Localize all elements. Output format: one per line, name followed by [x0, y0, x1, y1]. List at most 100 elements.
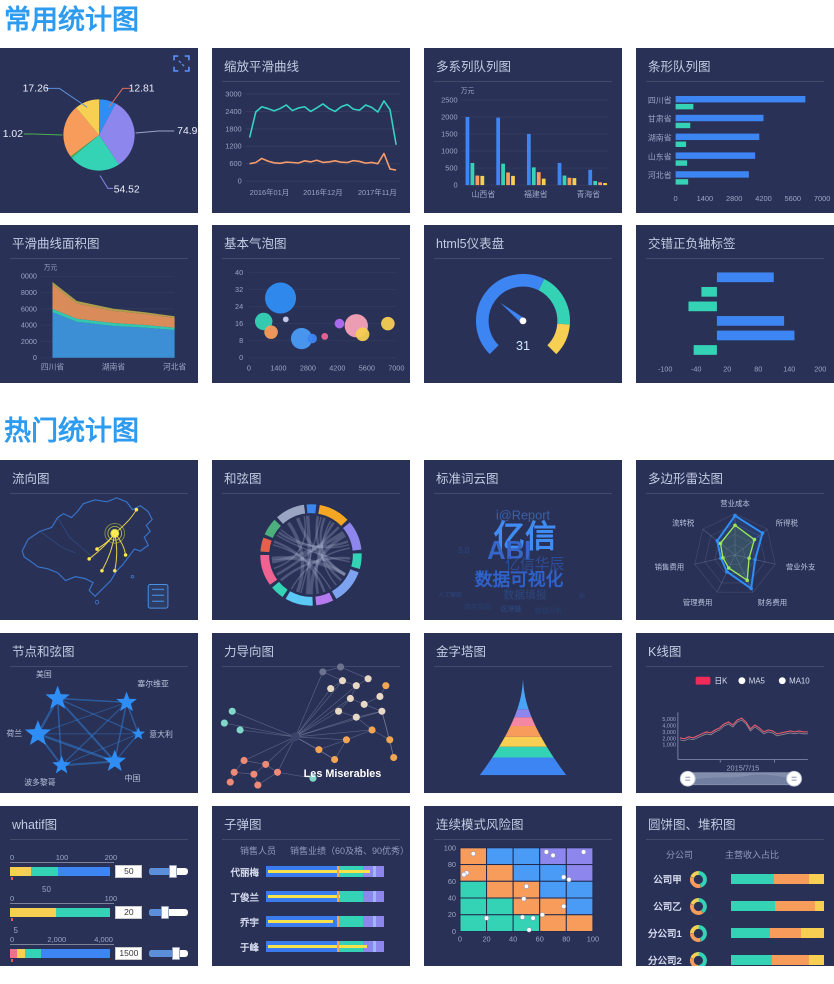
- chart-title: 多系列队列图: [434, 48, 612, 83]
- piestack-name: 公司甲: [653, 875, 682, 887]
- whatif-main: [10, 905, 188, 921]
- whatif-value-input[interactable]: [115, 864, 143, 878]
- whatif-slider[interactable]: [149, 946, 188, 960]
- svg-text:1000: 1000: [441, 147, 457, 156]
- svg-text:Les Miserables: Les Miserables: [304, 768, 382, 780]
- svg-text:80: 80: [754, 365, 762, 374]
- bullet-bar: [266, 941, 384, 953]
- bullet-band: [362, 891, 384, 903]
- card-piestack[interactable]: 圆饼图、堆积图 分公司 主营收入占比 公司甲 公司乙 分公司1 分公司2: [636, 805, 834, 966]
- bubble-chart: 0 8 16 24 32 40 0 1400 2800 4200 5600 7000: [212, 255, 410, 381]
- svg-text:40: 40: [235, 268, 243, 277]
- card-bullet[interactable]: 子弹图 销售人员 销售业绩（60及格、90优秀） 代丽梅 丁俊兰 乔宇 于峰: [212, 805, 410, 966]
- svg-text:i@Report: i@Report: [496, 507, 551, 522]
- svg-text:3,000: 3,000: [662, 730, 676, 736]
- whatif-slider-handle[interactable]: [160, 905, 169, 919]
- bullet-range-marker: [373, 916, 376, 928]
- svg-text:万元: 万元: [461, 87, 475, 95]
- card-zoom-line[interactable]: 缩放平滑曲线 0 600 1200 1800 2400 3000 2016年01月 2016年…: [212, 48, 410, 214]
- svg-text:8: 8: [239, 336, 243, 345]
- whatif-value-input[interactable]: [115, 905, 143, 919]
- kline-chart: 日K MA5 MA10 5,000 4,000 3,000 2,000 1,000 2015/7…: [636, 663, 834, 791]
- whatif-marker: [11, 876, 13, 880]
- svg-text:140: 140: [783, 365, 795, 374]
- whatif-tick: 2,000: [47, 934, 67, 944]
- card-area[interactable]: 平滑曲线面积图 万元 0 2000 4000 6000 8000 0000 四川省 湖南省 河北省: [0, 225, 198, 384]
- card-bubble[interactable]: 基本气泡图 0 8 16 24 32 40 0 1400 2800 4200 5600 7000: [212, 225, 410, 384]
- svg-text:0: 0: [674, 194, 678, 203]
- whatif-slider[interactable]: [149, 905, 188, 919]
- card-pie[interactable]: 17.26 12.81 1.02 74.9 54.52: [0, 48, 198, 214]
- force-graph-svg: Les Miserables: [220, 663, 398, 789]
- whatif-slider-handle[interactable]: [171, 946, 180, 960]
- datazoom-handle[interactable]: [679, 770, 696, 787]
- svg-text:商务智能: 商务智能: [464, 602, 492, 611]
- card-gauge[interactable]: html5仪表盘 31: [424, 225, 622, 384]
- chart-title: whatif图: [10, 806, 188, 840]
- section-title-common: 常用统计图: [4, 5, 139, 35]
- svg-text:32: 32: [235, 285, 243, 294]
- svg-text:7000: 7000: [814, 194, 830, 203]
- svg-text:中国: 中国: [125, 773, 141, 783]
- card-posneg[interactable]: 交错正负轴标签 -100 -40 20 80 140 200: [636, 225, 834, 384]
- whatif-tick: 0: [10, 934, 15, 944]
- datazoom-handle[interactable]: [786, 770, 802, 787]
- card-flowmap[interactable]: 流向图: [0, 459, 198, 620]
- svg-text:-100: -100: [658, 365, 673, 374]
- bullet-range-marker: [373, 866, 376, 878]
- area-chart: 万元 0 2000 4000 6000 8000 0000 四川省 湖南省 河北省: [0, 255, 198, 381]
- chord-svg: [260, 504, 362, 606]
- svg-text:80: 80: [562, 934, 570, 943]
- chart-title: 标准词云图: [434, 460, 612, 494]
- whatif-scale: 0 2,000 4,000: [10, 935, 114, 945]
- bullet-target: [336, 866, 339, 878]
- card-pyramid[interactable]: 金字塔图: [424, 632, 622, 793]
- svg-text:7000: 7000: [388, 364, 404, 373]
- svg-text:美国: 美国: [36, 669, 52, 679]
- whatif-main: [10, 946, 188, 962]
- bullet-header-col1: 销售人员: [240, 845, 277, 856]
- group-bars-chart: 万元 0 500 1000 1500 2000 2500 山西省 福建省 青海省: [424, 78, 622, 211]
- whatif-tick: 100: [55, 852, 69, 862]
- pie-stack-chart: 分公司 主营收入占比 公司甲 公司乙 分公司1 分公司2: [636, 836, 834, 966]
- word-cloud-svg: i@Report亿信ABI亿信华辰数据可视化数据填报 5.0 人工智能 BI 商务智能区…: [438, 507, 585, 615]
- whatif-slider[interactable]: [149, 864, 188, 878]
- bullet-band: [362, 916, 384, 928]
- flow-map-svg: [21, 497, 169, 609]
- word-cloud-chart: i@Report 亿信 ABI 亿信华辰 数据可视化 数据填报 5.0 人工智能 BI 商务智能区…: [424, 490, 622, 618]
- pie-svg: 17.26 12.81 1.02 74.9 54.52: [3, 84, 198, 196]
- expand-icon[interactable]: [173, 55, 190, 73]
- card-risk[interactable]: 连续模式风险图 0 20 40 60 80 100 0 20 40 60 80 100: [424, 805, 622, 966]
- card-wordcloud[interactable]: 标准词云图 i@Report 亿信 ABI 亿信华辰 数据可视化 数据填报 5.0 人工智能 B…: [424, 459, 622, 620]
- svg-text:亿信华辰: 亿信华辰: [505, 556, 564, 573]
- svg-text:200: 200: [814, 365, 826, 374]
- risk-heatmap-svg: 0 20 40 60 80 100 0 20 40 60 80 100: [444, 843, 599, 943]
- whatif-marker: [11, 958, 13, 962]
- whatif-value-input[interactable]: [115, 946, 143, 960]
- card-kline[interactable]: K线图 日K MA5 MA10 5,000 4,000 3,000 2,000 1,000 20…: [636, 632, 834, 793]
- svg-text:河北省: 河北省: [163, 362, 187, 372]
- card-node-chord[interactable]: 节点和弦图 美国 塞尔维亚 荷兰 意大利 波多黎哥 中国: [0, 632, 198, 793]
- chart-title: 基本气泡图: [222, 225, 400, 260]
- svg-text:销售费用: 销售费用: [655, 562, 685, 571]
- card-hbar-queue[interactable]: 条形队列图 四川省 甘肃省 湖南省 山东省 河北省 0 1400 2800 4200 5600 70…: [636, 48, 834, 214]
- bullet-measure: [268, 920, 334, 923]
- whatif-slider-handle[interactable]: [169, 864, 178, 878]
- svg-text:8000: 8000: [21, 288, 37, 297]
- card-radar[interactable]: 多边形雷达图 营业成本 所得税 营业外支 财务费用 管理费用 销售费用 流转税: [636, 459, 834, 620]
- card-force[interactable]: 力导向图 Les Miserables: [212, 632, 410, 793]
- bullet-measure: [268, 895, 341, 898]
- zoom-line-svg: 0 600 1200 1800 2400 3000 2016年01月 2016年12月 2017…: [225, 90, 401, 197]
- bullet-band: [339, 916, 363, 928]
- gauge-svg: 31: [476, 274, 570, 355]
- posneg-bars-chart: -100 -40 20 80 140 200: [636, 255, 834, 381]
- card-group-bars[interactable]: 多系列队列图 万元 0 500 1000 1500 2000 2500 山西省 福建省 青海省: [424, 48, 622, 214]
- svg-text:4000: 4000: [21, 321, 37, 330]
- card-chord[interactable]: 和弦图: [212, 459, 410, 620]
- svg-text:福建省: 福建省: [524, 189, 548, 199]
- whatif-scale: 0 100: [10, 894, 117, 904]
- whatif-row: 50 0 100: [10, 885, 188, 921]
- svg-text:塞尔维亚: 塞尔维亚: [137, 678, 169, 688]
